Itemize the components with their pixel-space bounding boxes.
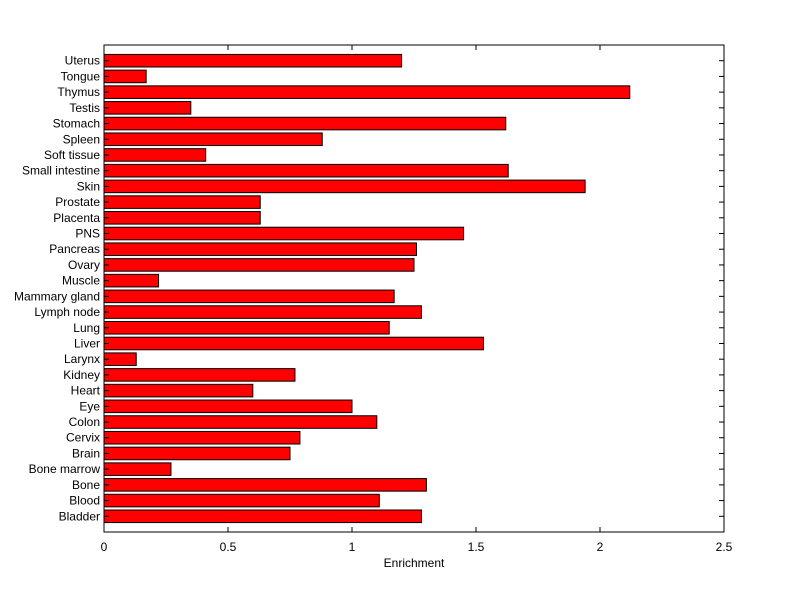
y-tick-label: Soft tissue [44, 148, 100, 162]
bar [103, 399, 353, 414]
y-tick-label: Tongue [61, 69, 101, 83]
bar [103, 289, 395, 304]
bar [103, 258, 415, 272]
y-tick-label: Eye [79, 399, 100, 413]
bar [103, 320, 390, 335]
x-tick-label: 1.5 [468, 540, 485, 554]
bar [103, 101, 192, 115]
y-tick-label: Thymus [57, 85, 100, 99]
x-tick-label: 0.5 [220, 540, 237, 554]
bar [103, 446, 291, 461]
bar [103, 462, 172, 476]
y-tick-label: Bone [72, 478, 100, 492]
y-tick-label: Larynx [64, 352, 100, 366]
bar [103, 242, 417, 257]
bar [103, 148, 207, 162]
x-axis-label: Enrichment [384, 556, 445, 570]
y-tick-label: Liver [74, 336, 100, 350]
bar [103, 430, 301, 445]
y-tick-label: Brain [72, 446, 100, 460]
y-tick-label: Blood [69, 494, 100, 508]
bars-layer [103, 53, 631, 524]
y-tick-label: Bone marrow [29, 462, 101, 476]
y-tick-label: Cervix [66, 431, 100, 445]
y-tick-label: Prostate [55, 195, 100, 209]
x-tick-label: 2 [597, 540, 604, 554]
x-tick-label: 2.5 [716, 540, 733, 554]
bar [103, 69, 147, 84]
y-tick-label: Lung [73, 321, 100, 335]
x-axis-ticks: 0 0.5 1 1.5 2 2.5 [101, 45, 733, 554]
bar [103, 273, 160, 288]
y-tick-label: Stomach [53, 117, 100, 131]
bar [103, 163, 509, 178]
y-tick-label: Skin [77, 179, 100, 193]
y-tick-label: Placenta [53, 211, 100, 225]
bar [103, 415, 378, 429]
bar [103, 383, 254, 398]
bar [103, 493, 380, 508]
bar [103, 226, 465, 241]
y-tick-label: Ovary [68, 258, 100, 272]
bar [103, 368, 296, 382]
bar [103, 195, 261, 209]
bar [103, 305, 422, 319]
y-tick-label: PNS [75, 227, 100, 241]
bar [103, 132, 323, 147]
y-tick-label: Bladder [59, 509, 100, 523]
bar [103, 509, 422, 524]
y-tick-label: Lymph node [34, 305, 100, 319]
y-tick-label: Uterus [65, 54, 100, 68]
y-tick-label: Small intestine [22, 164, 100, 178]
x-tick-label: 0 [101, 540, 108, 554]
bar [103, 179, 586, 194]
y-tick-label: Pancreas [49, 242, 100, 256]
bar [103, 336, 484, 351]
y-tick-label: Colon [69, 415, 100, 429]
y-tick-label: Kidney [63, 368, 100, 382]
y-tick-label: Mammary gland [14, 289, 100, 303]
bar [103, 53, 403, 68]
bar [103, 85, 631, 99]
x-tick-label: 1 [349, 540, 356, 554]
bar [103, 116, 507, 131]
y-tick-label: Testis [69, 101, 100, 115]
y-tick-label: Muscle [62, 274, 100, 288]
y-tick-label: Spleen [63, 132, 100, 146]
y-tick-label: Heart [71, 384, 101, 398]
bar [103, 478, 427, 492]
bar [103, 211, 261, 225]
